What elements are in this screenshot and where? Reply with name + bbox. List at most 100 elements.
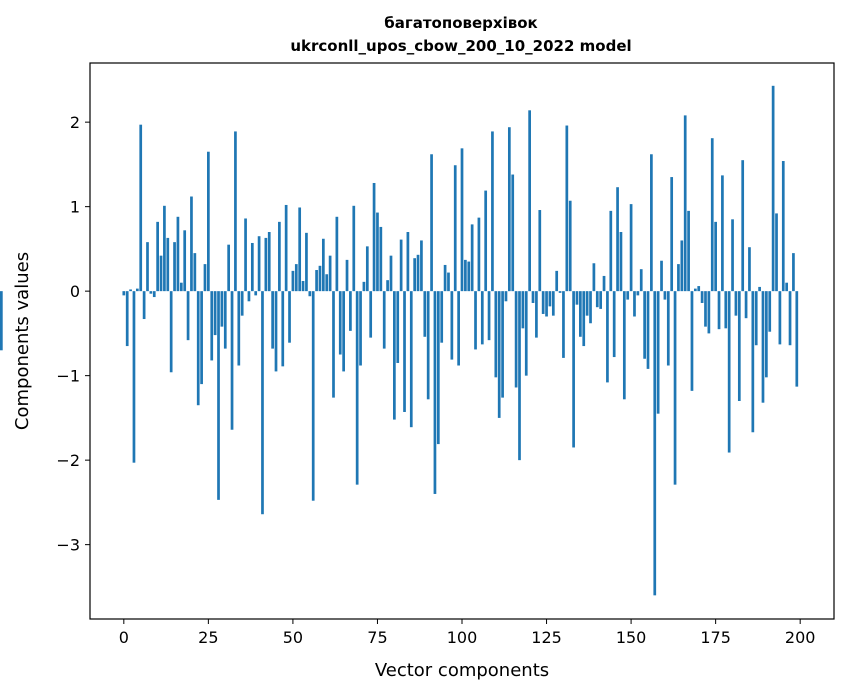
bar-component-153 [639, 269, 643, 292]
bar-component-61 [328, 255, 332, 292]
x-tick-label: 75 [367, 628, 387, 647]
bar-component-98 [453, 165, 457, 292]
bar-component-182 [737, 291, 741, 401]
bar-component-55 [308, 291, 312, 297]
bar-component-130 [562, 291, 565, 358]
bar-component-26 [210, 291, 214, 361]
bar-component-169 [693, 288, 697, 292]
bar-component-108 [487, 291, 491, 341]
bar-component-88 [420, 240, 423, 292]
bar-component-144 [609, 210, 613, 292]
bar-component-151 [633, 291, 636, 317]
chart-title: багатоповерхівок [384, 14, 537, 32]
bar-component-119 [524, 291, 528, 376]
bar-component-40 [257, 236, 261, 292]
bar-component-184 [744, 291, 748, 319]
bar-component-17 [179, 282, 183, 292]
bar-component-19 [186, 291, 190, 341]
bar-component-187 [754, 291, 758, 346]
bar-component-196 [785, 282, 789, 292]
bar-component-42 [264, 237, 268, 292]
bar-component-47 [281, 291, 285, 367]
bar-component-41 [261, 291, 264, 515]
bar-component-125 [545, 291, 548, 317]
bar-component-80 [393, 291, 396, 420]
bar-component-110 [494, 291, 498, 378]
bar-component-190 [765, 291, 768, 378]
bar-component-99 [457, 291, 460, 366]
bar-component-74 [372, 182, 376, 292]
bar-component-18 [183, 230, 187, 292]
bar-component-16 [176, 216, 180, 292]
x-tick-label: 175 [700, 628, 731, 647]
bar-component-4 [135, 288, 139, 292]
bar-component-101 [464, 259, 467, 292]
bar-component-87 [416, 254, 420, 292]
bar-component-79 [389, 255, 393, 292]
y-tick-label: −1 [56, 367, 80, 386]
bar-component-112 [501, 291, 504, 398]
bars-group [0, 85, 799, 596]
bar-component-27 [213, 291, 217, 336]
bar-component-162 [670, 177, 674, 292]
bar-component-105 [477, 217, 481, 292]
bar-component-89 [423, 291, 427, 337]
bar-component-34 [237, 291, 241, 366]
bar-component-127 [551, 291, 555, 316]
bar-component-132 [568, 200, 572, 292]
bar-component-160 [663, 291, 667, 300]
bar-component-114 [507, 127, 511, 292]
bar-component-54 [305, 232, 308, 292]
bar-component-175 [714, 221, 717, 292]
bar-component-58 [318, 265, 322, 292]
bar-component-45 [274, 291, 278, 372]
bar-component-78 [386, 280, 389, 292]
bar-component-148 [622, 291, 626, 400]
plot-area-frame [89, 62, 835, 620]
bar-component-71 [362, 281, 366, 292]
bar-component-195 [781, 161, 785, 292]
bar-component-86 [413, 258, 417, 292]
bar-component-22 [196, 291, 200, 406]
bar-component-156 [650, 154, 653, 292]
bar-component-164 [677, 264, 680, 292]
bar-component-133 [572, 291, 575, 448]
bar-component-161 [666, 291, 670, 366]
bar-component-199 [795, 291, 799, 387]
bar-component-49 [288, 291, 291, 343]
bar-component-139 [592, 263, 596, 292]
bar-component-9 [152, 291, 156, 298]
bar-component-0 [122, 291, 126, 296]
bar-component-8 [149, 291, 153, 294]
bar-component-32 [230, 291, 234, 430]
bar-component-154 [643, 291, 646, 359]
bar-component-28 [217, 291, 220, 500]
y-tick-label: −3 [56, 536, 80, 555]
bar-component-82 [399, 239, 403, 292]
x-tick-label: 50 [283, 628, 303, 647]
bar-component-192 [771, 85, 775, 292]
bar-component-39 [254, 291, 258, 296]
x-tick-label: 25 [198, 628, 218, 647]
bar-component-134 [575, 291, 579, 305]
bar-component-48 [284, 204, 288, 292]
bar-component-92 [433, 291, 437, 494]
bar-component-194 [778, 291, 782, 345]
bar-component-157 [653, 291, 657, 596]
bar-component-undefined [0, 291, 3, 351]
bar-component-91 [430, 154, 433, 292]
bar-component-67 [349, 291, 352, 331]
bar-component-126 [548, 291, 552, 307]
bar-component-104 [474, 291, 477, 350]
bar-component-57 [315, 270, 318, 292]
bar-component-149 [626, 291, 630, 300]
bar-component-180 [731, 219, 734, 292]
y-tick-label: 1 [70, 198, 80, 217]
bar-component-2 [129, 289, 132, 292]
bar-component-147 [619, 232, 623, 292]
bar-component-143 [606, 291, 609, 383]
bar-component-107 [484, 190, 488, 292]
bar-component-23 [200, 291, 203, 385]
bar-component-90 [426, 291, 430, 400]
